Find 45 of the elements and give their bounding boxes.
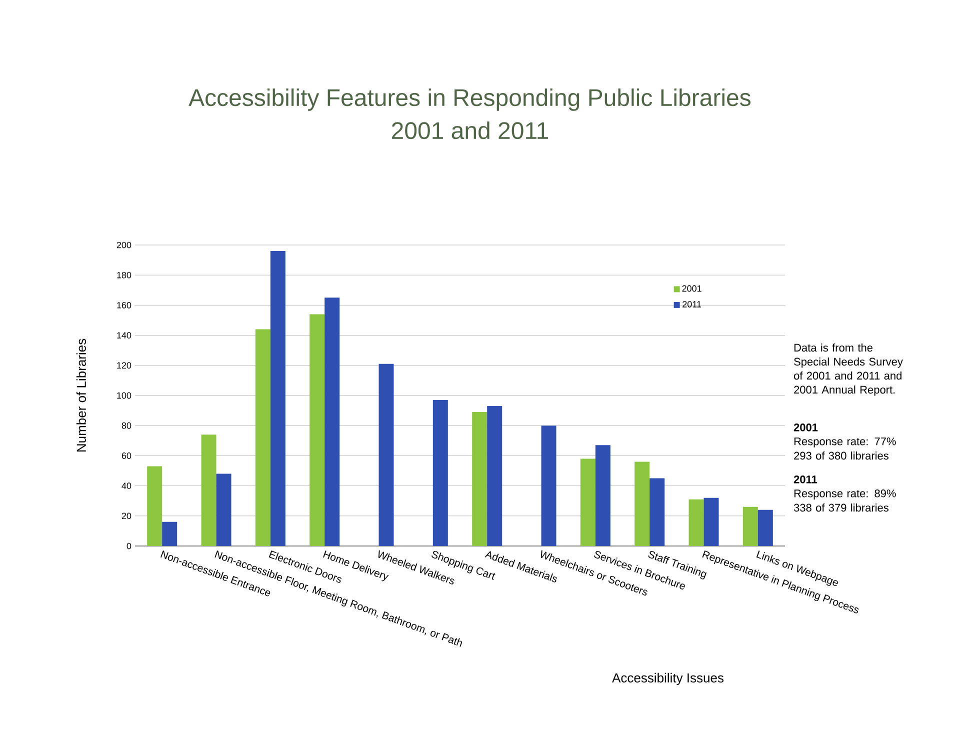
text: 2011: [794, 476, 818, 484]
y-tick-label: 40: [122, 482, 132, 489]
text: Response rate: 77%: [794, 438, 896, 448]
bar: [324, 298, 340, 546]
bar: [487, 406, 502, 546]
text: 2001: [794, 424, 818, 432]
y-tick-label: 180: [117, 272, 132, 278]
bar: [472, 412, 488, 546]
text: 338 of 379 libraries: [794, 504, 888, 512]
bar: [270, 251, 286, 546]
bar: [704, 498, 719, 546]
y-tick-label: 200: [116, 242, 132, 248]
bar: [162, 522, 178, 546]
bar: [378, 364, 394, 546]
chart-subtitle: 2001 and 2011: [392, 122, 548, 140]
y-tick-label: 80: [122, 422, 132, 429]
bar: [580, 458, 596, 546]
bar: [742, 506, 758, 546]
bar: [310, 314, 325, 546]
bar: [758, 510, 773, 546]
y-tick-label: 0: [126, 542, 132, 550]
y-tick-label: 60: [122, 452, 132, 459]
bar: [595, 445, 610, 546]
bar: [201, 434, 216, 546]
bar: [541, 426, 556, 546]
bar: [634, 462, 650, 546]
bar: [147, 466, 162, 546]
text: Data is from the Special Needs Survey of 2001 and 2011 and 2001 Annual Report.: [794, 344, 903, 396]
chart-title: Accessibility Features in Responding Public Libraries: [188, 88, 750, 111]
legend-label: 2011: [682, 301, 702, 308]
bar: [650, 478, 665, 546]
y-tick-label: 100: [117, 392, 132, 399]
y-tick-label: 120: [117, 362, 132, 369]
bar: [688, 499, 704, 546]
bar: [216, 474, 232, 546]
text: Response rate: 89%: [794, 490, 896, 500]
y-tick-label: 20: [122, 512, 132, 520]
y-tick-label: 160: [117, 302, 132, 308]
y-tick-label: 140: [117, 332, 132, 338]
bar: [432, 400, 448, 546]
bar: [255, 329, 270, 546]
text: 293 of 380 libraries: [794, 452, 888, 460]
x-axis-title: Accessibility Issues: [612, 672, 724, 686]
legend-label: 2001: [682, 285, 702, 292]
y-axis-title: Number of Libraries: [76, 338, 86, 452]
